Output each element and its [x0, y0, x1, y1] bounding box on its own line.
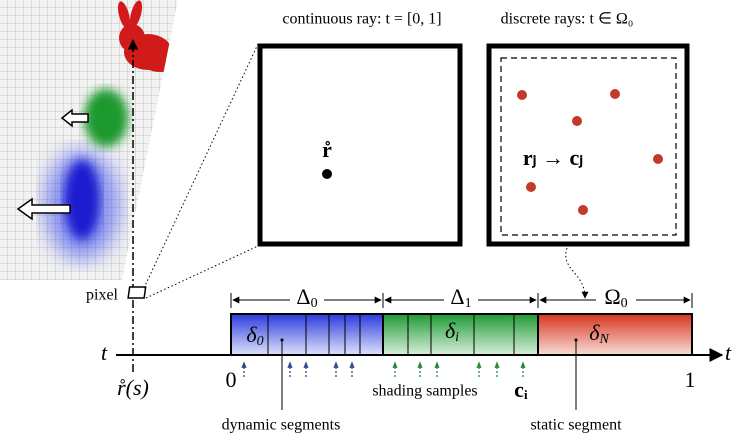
panel-title: discrete rays: t ∈ Ω₀	[501, 11, 634, 28]
sample-region	[500, 57, 677, 236]
pixel-label: pixel	[86, 287, 119, 304]
pixel-box	[127, 286, 147, 299]
segment-dividers	[267, 314, 515, 355]
label-part: i	[455, 330, 459, 345]
t-end: 1	[685, 367, 696, 392]
interval-label: Δ1	[450, 284, 471, 311]
label-part: δ	[589, 320, 600, 345]
dynamic-label: dynamic segments	[222, 417, 341, 434]
motion-arrow	[60, 108, 89, 128]
label-part: δ	[445, 318, 456, 343]
segment-label: δi	[445, 318, 459, 345]
leader-dot	[280, 338, 284, 342]
t-label: t	[101, 340, 108, 365]
label-part: 1	[465, 296, 472, 311]
static-segment-bar	[537, 313, 693, 356]
label-part: δ	[246, 322, 257, 347]
segment-label: δN	[589, 320, 609, 347]
segment-label: δ0	[246, 322, 263, 349]
link-arrow	[565, 247, 589, 299]
mapping-label: rⱼ → cⱼ	[523, 145, 583, 170]
frustum-line	[145, 245, 259, 299]
interval-label: Δ0	[296, 284, 317, 311]
scene-image	[0, 0, 178, 280]
label-part: Ω	[604, 284, 620, 309]
frustum-line	[143, 43, 259, 289]
interval-label: Ω0	[604, 284, 627, 311]
sample-arrows	[241, 361, 526, 377]
t-label: t	[725, 340, 732, 365]
ray-label: r̊	[322, 137, 332, 162]
continuous-panel	[257, 43, 463, 247]
motion-arrow	[16, 197, 71, 221]
label-part: 0	[257, 334, 264, 349]
dynamic-segment-bar	[382, 313, 539, 356]
label-part: Δ	[450, 284, 464, 309]
panel-title: continuous ray: t = [0, 1]	[282, 11, 441, 28]
ray-function-label: r̊(s)	[117, 375, 149, 400]
label-part: 0	[621, 296, 628, 311]
label-part: Δ	[296, 284, 310, 309]
label-part: 0	[311, 296, 318, 311]
sample-label: cᵢ	[514, 377, 528, 402]
static-label: static segment	[530, 417, 622, 434]
shading-samples-label: shading samples	[372, 383, 477, 400]
label-part: N	[598, 332, 609, 347]
ray-dot	[322, 169, 332, 179]
t-start: 0	[226, 367, 237, 392]
interval-brackets	[230, 293, 693, 308]
leader-dot	[574, 338, 578, 342]
discrete-panel	[486, 43, 690, 247]
ray-samples	[517, 89, 663, 215]
